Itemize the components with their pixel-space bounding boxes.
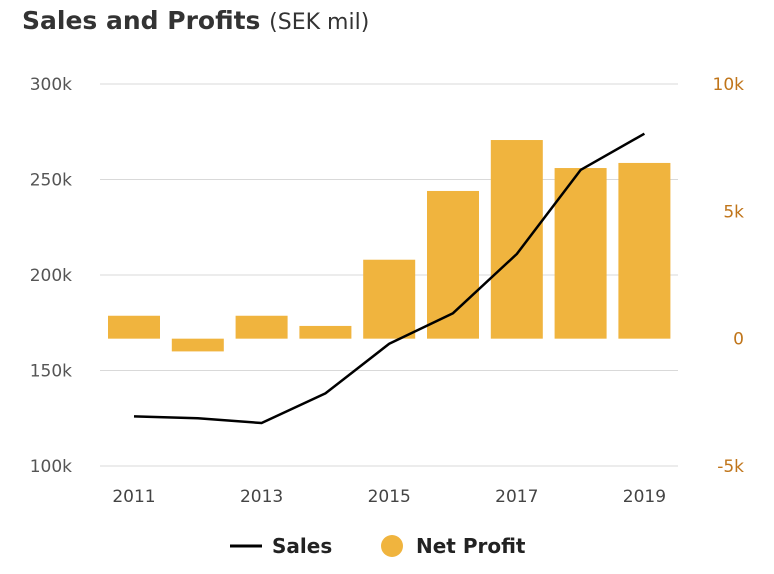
net-profit-bar [618, 162, 671, 339]
x-tick-label: 2017 [495, 487, 538, 507]
left-tick-label: 100k [30, 457, 72, 477]
x-axis-ticks: 2011 2013 2015 2017 2019 [112, 487, 666, 507]
left-tick-label: 250k [30, 171, 72, 191]
left-tick-label: 300k [30, 75, 72, 95]
left-tick-label: 150k [30, 362, 72, 382]
net-profit-bars [108, 140, 671, 352]
net-profit-bar [554, 168, 607, 339]
net-profit-bar [490, 140, 543, 339]
legend-net-profit-swatch [381, 535, 403, 557]
x-tick-label: 2015 [368, 487, 411, 507]
right-tick-label: -5k [717, 457, 744, 477]
sales-line [133, 132, 646, 425]
net-profit-bar [108, 315, 160, 339]
legend-net-profit-label: Net Profit [416, 534, 526, 558]
legend: Sales Net Profit [230, 534, 526, 558]
right-axis-ticks: -5k 0 5k 10k [713, 75, 745, 477]
left-tick-label: 200k [30, 266, 72, 286]
chart-subtitle: (SEK mil) [269, 10, 370, 35]
x-tick-label: 2011 [112, 487, 155, 507]
net-profit-bar [235, 315, 288, 339]
chart-title: Sales and Profits (SEK mil) [22, 6, 369, 35]
right-tick-label: 0 [733, 330, 744, 350]
x-tick-label: 2013 [240, 487, 283, 507]
sales-line-layer [133, 132, 646, 425]
net-profit-bar [363, 259, 416, 339]
x-tick-label: 2019 [623, 487, 666, 507]
right-tick-label: 5k [723, 202, 744, 222]
left-axis-ticks: 100k 150k 200k 250k 300k [30, 75, 72, 477]
net-profit-bar [171, 338, 224, 352]
legend-sales-label: Sales [272, 534, 332, 558]
net-profit-bar [427, 190, 479, 339]
net-profit-bar [299, 325, 352, 339]
chart-title-main: Sales and Profits [22, 6, 261, 35]
right-tick-label: 10k [713, 75, 745, 95]
